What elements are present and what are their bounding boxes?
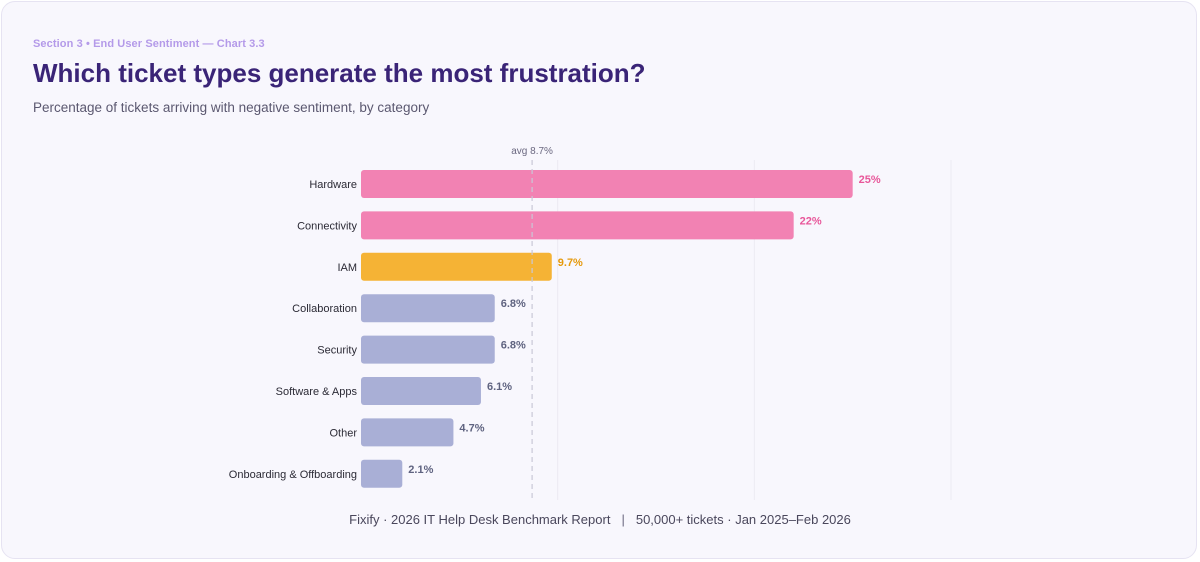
data-label: 6.1% (487, 381, 512, 393)
chart-subtitle: Percentage of tickets arriving with nega… (33, 100, 430, 115)
category-label: Software & Apps (276, 386, 358, 398)
average-label: avg 8.7% (511, 146, 553, 157)
footer-scope: 50,000+ tickets · Jan 2025–Feb 2026 (635, 512, 851, 527)
category-label: Security (317, 345, 357, 357)
chart-title: Which ticket types generate the most fru… (33, 58, 646, 88)
data-label: 6.8% (501, 340, 526, 352)
bar (361, 170, 853, 198)
bar (361, 377, 481, 405)
data-label: 9.7% (558, 257, 583, 269)
data-label: 4.7% (459, 422, 484, 434)
data-label: 22% (800, 215, 822, 227)
footer-source: Fixify · 2026 IT Help Desk Benchmark Rep… (349, 512, 611, 527)
bar (361, 294, 495, 323)
category-label: Connectivity (297, 220, 357, 232)
category-label: Hardware (309, 179, 357, 191)
bar (361, 459, 403, 488)
bar (361, 335, 495, 364)
bar (361, 211, 794, 240)
data-label: 6.8% (501, 298, 526, 310)
section-eyebrow: Section 3 • End User Sentiment — Chart 3… (33, 38, 265, 50)
data-label: 25% (859, 174, 881, 186)
bar (361, 252, 552, 281)
category-label: Other (329, 427, 357, 439)
footer-separator: | (621, 512, 625, 527)
category-label: IAM (337, 262, 357, 274)
data-label: 2.1% (408, 464, 433, 476)
bar (361, 418, 454, 447)
category-label: Onboarding & Offboarding (229, 469, 357, 481)
chart-footer: Fixify · 2026 IT Help Desk Benchmark Rep… (0, 512, 1200, 527)
category-label: Collaboration (292, 303, 357, 315)
